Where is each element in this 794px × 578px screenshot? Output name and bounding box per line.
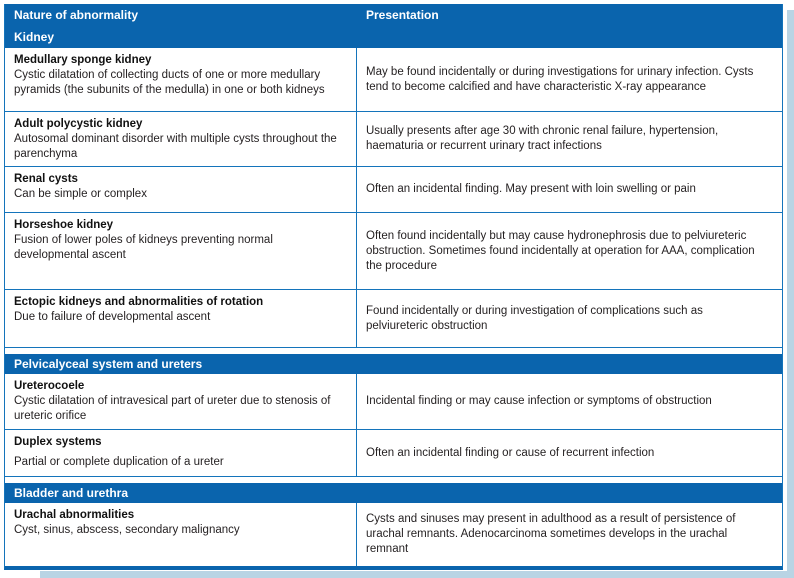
row-title: Adult polycystic kidney xyxy=(14,118,143,130)
row-presentation: Found incidentally or during investigati… xyxy=(366,304,703,332)
row-description: Cystic dilatation of collecting ducts of… xyxy=(14,69,325,96)
row-presentation: May be found incidentally or during inve… xyxy=(366,65,754,93)
section-header-bladder: Bladder and urethra xyxy=(5,483,782,503)
presentation-cell: Found incidentally or during investigati… xyxy=(357,290,782,347)
presentation-cell: Cysts and sinuses may present in adultho… xyxy=(357,503,782,566)
presentation-cell: Often an incidental finding or cause of … xyxy=(357,430,782,476)
row-description: Cyst, sinus, abscess, secondary malignan… xyxy=(14,524,240,536)
column-header-presentation: Presentation xyxy=(366,8,439,22)
abnormalities-table: Nature of abnormality Presentation Kidne… xyxy=(4,4,783,570)
abnormality-cell: Ureterocoele Cystic dilatation of intrav… xyxy=(5,374,357,429)
row-presentation: Often an incidental finding. May present… xyxy=(366,183,696,195)
abnormality-cell: Horseshoe kidney Fusion of lower poles o… xyxy=(5,213,357,289)
table-row: Adult polycystic kidney Autosomal domina… xyxy=(5,112,782,167)
presentation-cell: Usually presents after age 30 with chron… xyxy=(357,112,782,166)
row-title: Ureterocoele xyxy=(14,380,85,392)
table-row: Horseshoe kidney Fusion of lower poles o… xyxy=(5,213,782,290)
column-header-nature: Nature of abnormality xyxy=(14,8,139,22)
section-header-pelvicalyceal: Pelvicalyceal system and ureters xyxy=(5,354,782,374)
presentation-cell: Often an incidental finding. May present… xyxy=(357,167,782,212)
drop-shadow-bottom xyxy=(40,571,794,578)
abnormality-cell: Adult polycystic kidney Autosomal domina… xyxy=(5,112,357,166)
row-title: Horseshoe kidney xyxy=(14,219,114,231)
abnormality-cell: Duplex systems Partial or complete dupli… xyxy=(5,430,357,476)
section-header-kidney: Kidney xyxy=(14,30,55,44)
row-title: Renal cysts xyxy=(14,173,78,185)
presentation-cell: Incidental finding or may cause infectio… xyxy=(357,374,782,429)
table-row: Ectopic kidneys and abnormalities of rot… xyxy=(5,290,782,348)
row-presentation: Incidental finding or may cause infectio… xyxy=(366,395,712,407)
row-presentation: Cysts and sinuses may present in adultho… xyxy=(366,513,736,555)
table-row: Urachal abnormalities Cyst, sinus, absce… xyxy=(5,503,782,566)
row-title: Urachal abnormalities xyxy=(14,509,135,521)
row-description: Can be simple or complex xyxy=(14,188,147,200)
row-presentation: Often found incidentally but may cause h… xyxy=(366,229,755,272)
row-presentation: Usually presents after age 30 with chron… xyxy=(366,125,719,152)
table-row: Ureterocoele Cystic dilatation of intrav… xyxy=(5,374,782,430)
row-description: Fusion of lower poles of kidneys prevent… xyxy=(14,234,273,261)
column-header-row: Nature of abnormality Presentation xyxy=(5,4,782,26)
table-row: Duplex systems Partial or complete dupli… xyxy=(5,430,782,477)
row-title: Medullary sponge kidney xyxy=(14,54,152,66)
row-title: Ectopic kidneys and abnormalities of rot… xyxy=(14,296,264,308)
abnormality-cell: Renal cysts Can be simple or complex xyxy=(5,167,357,212)
row-title: Duplex systems xyxy=(14,436,102,448)
drop-shadow-right xyxy=(787,10,794,578)
table-row: Renal cysts Can be simple or complex Oft… xyxy=(5,167,782,213)
section-header-kidney-row: Kidney xyxy=(5,26,782,48)
table-header-block: Nature of abnormality Presentation Kidne… xyxy=(5,4,782,48)
table-row: Medullary sponge kidney Cystic dilatatio… xyxy=(5,48,782,112)
row-description: Autosomal dominant disorder with multipl… xyxy=(14,133,337,160)
abnormality-cell: Urachal abnormalities Cyst, sinus, absce… xyxy=(5,503,357,566)
row-description: Cystic dilatation of intravesical part o… xyxy=(14,395,331,422)
row-presentation: Often an incidental finding or cause of … xyxy=(366,446,655,459)
abnormality-cell: Ectopic kidneys and abnormalities of rot… xyxy=(5,290,357,347)
presentation-cell: Often found incidentally but may cause h… xyxy=(357,213,782,289)
row-description: Partial or complete duplication of a ure… xyxy=(14,456,224,468)
row-description: Due to failure of developmental ascent xyxy=(14,311,211,323)
abnormality-cell: Medullary sponge kidney Cystic dilatatio… xyxy=(5,48,357,111)
presentation-cell: May be found incidentally or during inve… xyxy=(357,48,782,111)
